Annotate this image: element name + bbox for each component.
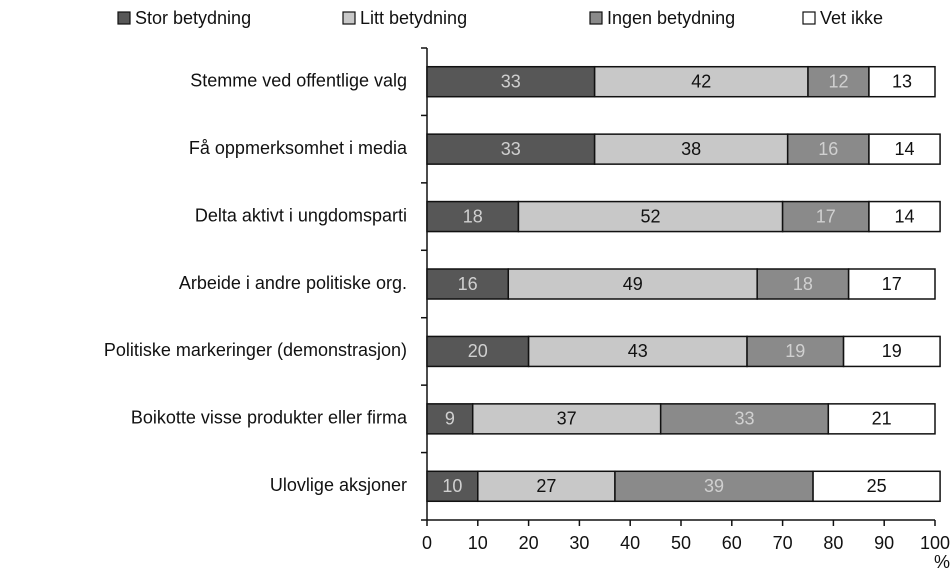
legend-label: Ingen betydning (607, 8, 735, 28)
bar-segment (807, 65, 870, 98)
value-label: 38 (681, 139, 701, 159)
x-tick-label: 100 (920, 533, 950, 553)
value-label: 49 (623, 274, 643, 294)
bar-segment (507, 268, 758, 300)
value-label: 33 (734, 409, 754, 429)
value-label: 9 (445, 409, 455, 429)
x-tick-label: 20 (519, 533, 539, 553)
x-axis-label: % (934, 552, 950, 571)
y-tick-label: Delta aktivt i ungdomsparti (195, 205, 407, 225)
value-label: 43 (628, 341, 648, 361)
bar-segment (756, 268, 850, 300)
bar-segment (868, 200, 941, 233)
legend-swatch (117, 11, 131, 25)
bar-segment (426, 335, 530, 368)
legend-swatch (342, 11, 356, 25)
y-tick-label: Ulovlige aksjoner (270, 475, 407, 495)
x-tick-label: 0 (422, 533, 432, 553)
bar-segment (477, 470, 616, 503)
bar-segment (868, 65, 936, 98)
legend-swatch (802, 11, 816, 25)
value-label: 20 (468, 341, 488, 361)
value-label: 52 (641, 206, 661, 226)
bar-segment (426, 403, 474, 435)
value-label: 13 (892, 71, 912, 91)
value-label: 12 (828, 71, 848, 91)
value-label: 19 (882, 341, 902, 361)
bar-segment (746, 335, 845, 368)
x-tick-label: 50 (671, 533, 691, 553)
y-tick-label: Arbeide i andre politiske org. (179, 273, 407, 293)
value-label: 25 (867, 476, 887, 496)
bar-segment (471, 403, 662, 435)
legend-label: Litt betydning (360, 8, 467, 28)
x-tick-label: 70 (773, 533, 793, 553)
x-tick-label: 80 (823, 533, 843, 553)
bar-segment (827, 403, 936, 435)
value-label: 37 (557, 409, 577, 429)
bar-segment (659, 403, 830, 435)
bar-segment (614, 470, 814, 503)
legend-swatch (589, 11, 603, 25)
value-label: 33 (501, 71, 521, 91)
value-label: 16 (818, 139, 838, 159)
bar-segment (868, 133, 941, 165)
bar-segment (812, 470, 941, 503)
value-label: 18 (463, 206, 483, 226)
y-tick-label: Stemme ved offentlige valg (190, 70, 407, 90)
value-label: 39 (704, 476, 724, 496)
bar-segment (426, 200, 520, 233)
y-tick-label: Boikotte visse produkter eller firma (131, 408, 408, 428)
value-label: 17 (816, 206, 836, 226)
value-label: 18 (793, 274, 813, 294)
value-label: 42 (691, 71, 711, 91)
bar-segment (426, 268, 510, 300)
value-label: 14 (895, 206, 915, 226)
bar-segment (847, 268, 936, 300)
y-tick-label: Få oppmerksomhet i media (189, 138, 408, 158)
value-label: 19 (785, 341, 805, 361)
value-label: 16 (458, 274, 478, 294)
x-tick-label: 90 (874, 533, 894, 553)
value-label: 27 (536, 476, 556, 496)
bar-segment (842, 335, 941, 368)
x-tick-label: 30 (569, 533, 589, 553)
legend-label: Stor betydning (135, 8, 251, 28)
bar-segment (781, 200, 870, 233)
value-label: 14 (895, 139, 915, 159)
bar-segment (426, 133, 596, 165)
x-tick-label: 40 (620, 533, 640, 553)
bar-segment (517, 200, 784, 233)
value-label: 17 (882, 274, 902, 294)
value-label: 33 (501, 139, 521, 159)
x-tick-label: 60 (722, 533, 742, 553)
legend-label: Vet ikke (820, 8, 883, 28)
x-tick-label: 10 (468, 533, 488, 553)
value-label: 21 (872, 409, 892, 429)
y-tick-label: Politiske markeringer (demonstrasjon) (104, 340, 407, 360)
bar-segment (593, 133, 789, 165)
value-label: 10 (442, 476, 462, 496)
